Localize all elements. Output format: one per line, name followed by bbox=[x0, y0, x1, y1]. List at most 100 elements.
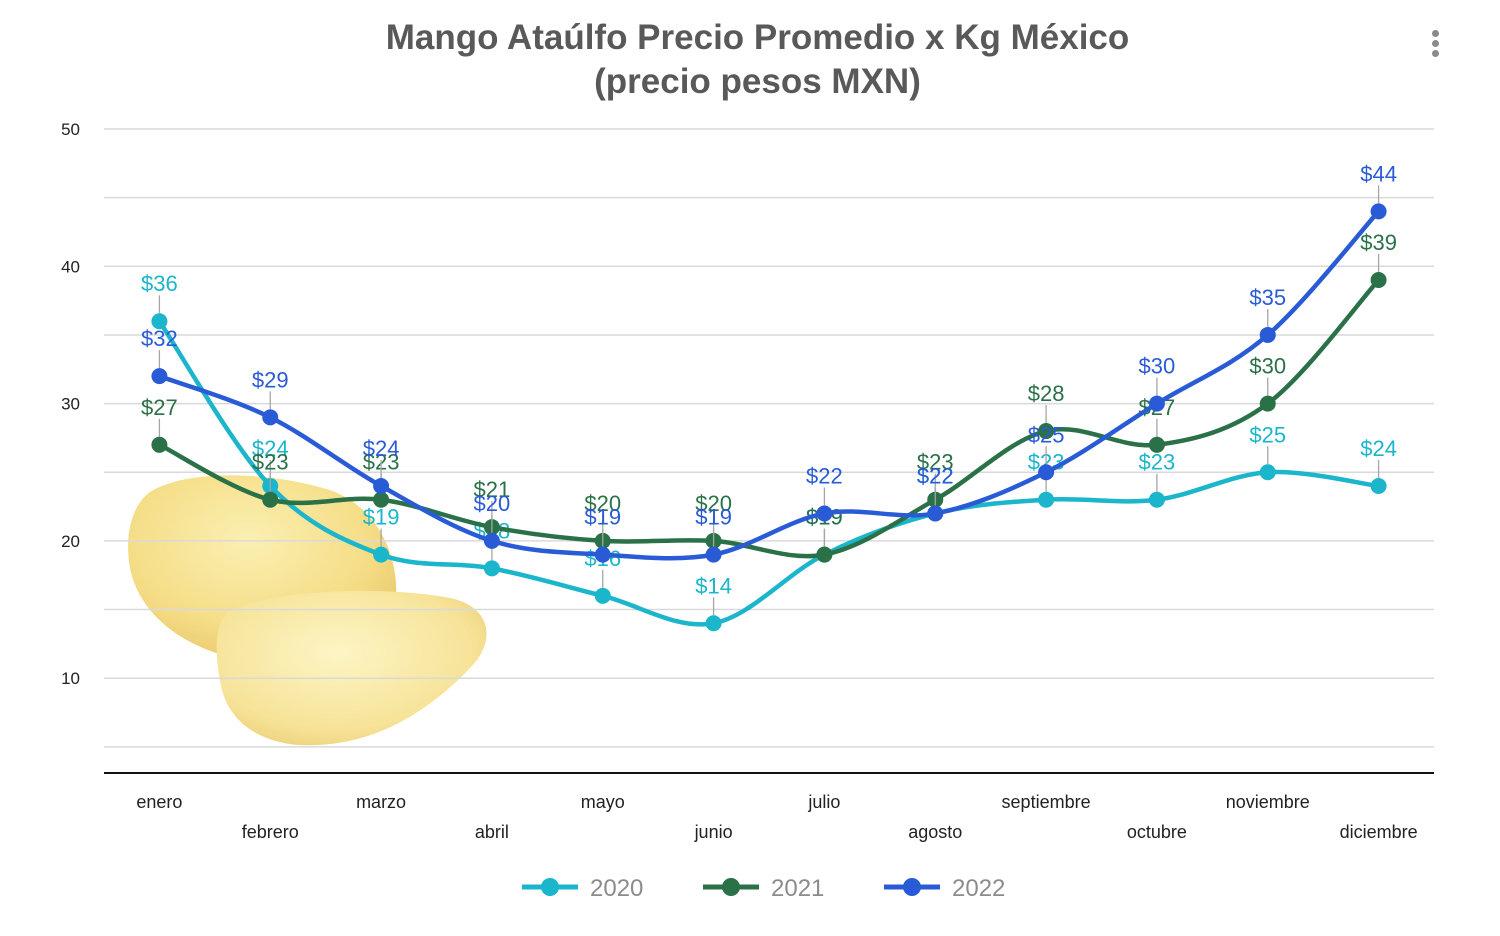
data-label: $32 bbox=[141, 326, 178, 351]
data-point bbox=[262, 491, 279, 508]
x-tick-label: marzo bbox=[356, 792, 406, 812]
data-label: $36 bbox=[141, 271, 178, 296]
y-tick-label: 10 bbox=[61, 669, 80, 688]
data-point bbox=[816, 546, 833, 563]
chart-subtitle: (precio pesos MXN) bbox=[594, 62, 921, 101]
data-label: $30 bbox=[1249, 354, 1286, 379]
data-point bbox=[1148, 436, 1165, 453]
legend-label: 2020 bbox=[590, 875, 643, 902]
data-point bbox=[483, 532, 500, 549]
x-tick-label: junio bbox=[694, 822, 733, 842]
x-tick-label: abril bbox=[475, 822, 509, 842]
x-tick-label: septiembre bbox=[1002, 792, 1091, 812]
x-tick-label: julio bbox=[807, 792, 840, 812]
data-point bbox=[705, 546, 722, 563]
data-label: $25 bbox=[1249, 422, 1286, 447]
data-point bbox=[151, 436, 168, 453]
data-label: $30 bbox=[1139, 354, 1176, 379]
data-point bbox=[1148, 491, 1165, 508]
data-label: $39 bbox=[1360, 230, 1397, 255]
data-point bbox=[705, 615, 722, 632]
series-2022: $32$29$24$20$19 $19$22 $22$25$30$35$44 bbox=[141, 161, 1397, 563]
data-point bbox=[1038, 491, 1055, 508]
data-label: $22 bbox=[917, 463, 954, 488]
data-label: $29 bbox=[252, 367, 289, 392]
menu-dot bbox=[1431, 50, 1439, 57]
data-point bbox=[151, 368, 168, 385]
data-label: $35 bbox=[1249, 285, 1286, 310]
data-point bbox=[373, 491, 390, 508]
x-axis: enero febrero marzo abril mayo junio julio agos… bbox=[136, 792, 1417, 842]
legend-item-2020: 2020 bbox=[522, 875, 643, 902]
data-label: $22 bbox=[806, 463, 843, 488]
legend-label: 2022 bbox=[952, 875, 1005, 902]
data-point bbox=[373, 546, 390, 563]
data-point bbox=[1259, 326, 1276, 343]
data-label: $23 bbox=[917, 450, 954, 475]
data-label: $24 bbox=[363, 436, 400, 461]
menu-dot bbox=[1431, 30, 1439, 37]
menu-dot bbox=[1431, 40, 1439, 47]
data-point bbox=[1038, 423, 1055, 440]
legend-item-2022: 2022 bbox=[884, 875, 1005, 902]
data-label: $44 bbox=[1360, 161, 1397, 186]
data-point bbox=[1370, 477, 1387, 494]
data-point bbox=[1148, 395, 1165, 412]
x-tick-label: noviembre bbox=[1226, 792, 1310, 812]
data-label: $27 bbox=[141, 395, 178, 420]
data-label: $23 bbox=[1139, 450, 1176, 475]
y-axis: 10 20 30 40 50 bbox=[61, 120, 80, 688]
mango-illustration bbox=[128, 475, 487, 746]
x-tick-label: octubre bbox=[1127, 822, 1187, 842]
mango-half-shape bbox=[216, 590, 487, 746]
data-point bbox=[927, 505, 944, 522]
more-vert-icon[interactable] bbox=[1425, 30, 1445, 60]
series-2021: $27$23$23$21$20$20$19$23$28$27$30$39 bbox=[141, 230, 1397, 563]
data-label: $19 bbox=[695, 505, 732, 530]
series-line bbox=[157, 277, 1381, 559]
chart-title: Mango Ataúlfo Precio Promedio x Kg Méxic… bbox=[385, 18, 1130, 57]
chart-title-block: Mango Ataúlfo Precio Promedio x Kg Méxic… bbox=[0, 16, 1500, 104]
data-label: $28 bbox=[1028, 381, 1065, 406]
series-2020: $36$24$19$18$16$14$19$22$23$23$25$24 bbox=[141, 271, 1397, 632]
data-point bbox=[373, 477, 390, 494]
data-label: $21 bbox=[474, 477, 511, 502]
x-tick-label: diciembre bbox=[1340, 822, 1418, 842]
y-tick-label: 50 bbox=[61, 120, 80, 139]
legend-item-2021: 2021 bbox=[703, 875, 824, 902]
data-label: $24 bbox=[1360, 436, 1397, 461]
x-tick-label: agosto bbox=[908, 822, 962, 842]
data-label: $14 bbox=[695, 573, 732, 598]
data-point bbox=[1259, 395, 1276, 412]
data-label: $24 bbox=[252, 436, 289, 461]
grid-lines bbox=[104, 128, 1434, 774]
x-tick-label: mayo bbox=[581, 792, 625, 812]
data-label: $19 bbox=[363, 505, 400, 530]
series-line bbox=[157, 209, 1381, 561]
data-point bbox=[1038, 464, 1055, 481]
data-point bbox=[594, 587, 611, 604]
data-point bbox=[1370, 203, 1387, 220]
legend-label: 2021 bbox=[771, 875, 824, 902]
data-label: $23 bbox=[252, 450, 289, 475]
data-point bbox=[1370, 272, 1387, 289]
x-tick-label: febrero bbox=[242, 822, 299, 842]
data-point bbox=[594, 546, 611, 563]
data-point bbox=[151, 313, 168, 330]
y-tick-label: 20 bbox=[61, 532, 80, 551]
data-label: $25 bbox=[1028, 422, 1065, 447]
data-point bbox=[262, 409, 279, 426]
data-label: $20 bbox=[695, 491, 732, 516]
x-tick-label: enero bbox=[136, 792, 182, 812]
data-label: $19 bbox=[584, 505, 621, 530]
series-lines: $36$24$19$18$16$14$19$22$23$23$25$24$27$… bbox=[141, 161, 1397, 632]
data-point bbox=[1259, 464, 1276, 481]
legend-swatch-marker bbox=[903, 878, 921, 896]
legend-swatch-marker bbox=[541, 878, 559, 896]
data-point bbox=[483, 560, 500, 577]
data-point bbox=[816, 505, 833, 522]
legend: 2020 2021 2022 bbox=[522, 875, 1005, 902]
y-tick-label: 40 bbox=[61, 257, 80, 276]
data-label: $20 bbox=[474, 491, 511, 516]
